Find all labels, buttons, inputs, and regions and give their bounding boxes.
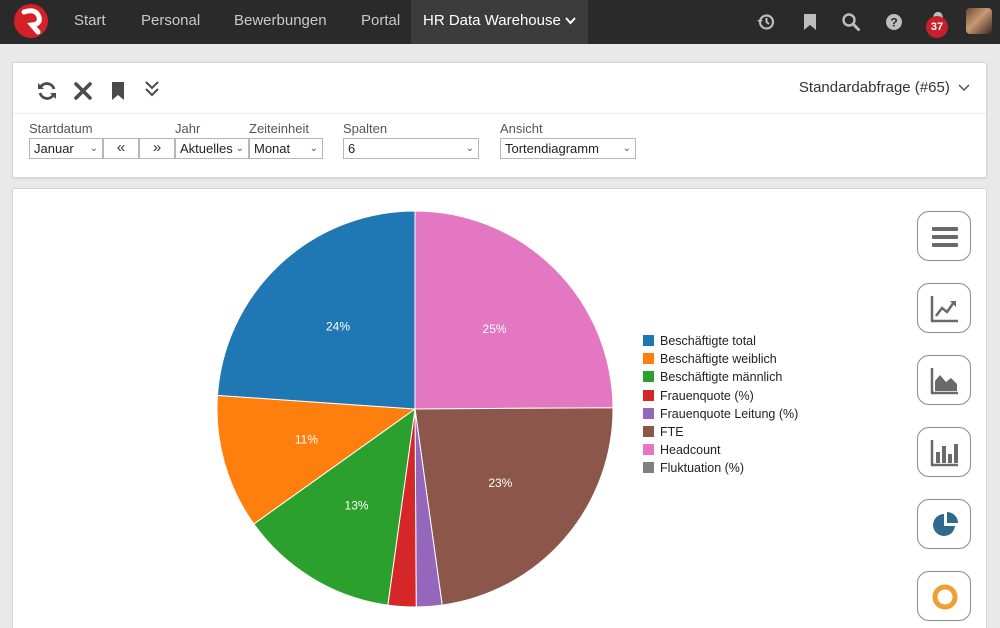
help-icon[interactable]: ?: [884, 12, 904, 32]
legend-swatch: [643, 407, 654, 419]
jahr-select[interactable]: Aktuelles ⌄: [175, 138, 249, 159]
startdatum-value: Januar: [34, 141, 74, 156]
legend-label: Fluktuation (%): [660, 461, 745, 476]
legend-swatch: [643, 444, 654, 456]
spalten-label: Spalten: [343, 121, 388, 136]
spalten-select[interactable]: 6 ⌄: [343, 138, 479, 159]
pie-slice[interactable]: [216, 394, 417, 525]
pie-slice-label: 25%: [483, 322, 507, 336]
divider: [13, 113, 986, 114]
ansicht-value: Tortendiagramm: [505, 141, 599, 156]
nav-hr-data-warehouse[interactable]: HR Data Warehouse: [411, 0, 588, 44]
legend-item[interactable]: Beschäftigte männlich: [643, 368, 798, 386]
nav-bewerbungen[interactable]: Bewerbungen: [234, 12, 327, 29]
donut-chart-button[interactable]: [917, 571, 971, 621]
refresh-icon[interactable]: [35, 79, 59, 103]
pie-slice[interactable]: [414, 210, 614, 410]
legend-swatch: [643, 371, 654, 383]
chevron-down-icon: ⌄: [465, 143, 474, 154]
query-title-dropdown[interactable]: Standardabfrage (#65): [799, 79, 970, 96]
zeiteinheit-select[interactable]: Monat ⌄: [249, 138, 323, 159]
legend-label: Frauenquote (%): [660, 388, 754, 403]
chart-legend: Beschäftigte total Beschäftigte weiblich B…: [643, 332, 798, 478]
chevron-down-icon: ⌄: [235, 143, 244, 154]
query-title: Standardabfrage (#65): [798, 79, 950, 96]
pie-chart-icon: [933, 512, 958, 536]
jahr-label: Jahr: [175, 121, 201, 136]
line-chart-icon: [930, 296, 958, 323]
pie-slice[interactable]: [414, 407, 614, 606]
search-icon[interactable]: [841, 12, 861, 32]
pie-slice-label: 24%: [326, 319, 350, 333]
bookmark-icon[interactable]: [106, 79, 130, 103]
nav-portal[interactable]: Portal: [361, 12, 401, 29]
ansicht-label: Ansicht: [500, 121, 543, 136]
legend-label: Frauenquote Leitung (%): [660, 406, 799, 421]
zeiteinheit-value: Monat: [254, 141, 291, 156]
jahr-value: Aktuelles: [180, 141, 233, 156]
expand-icon[interactable]: [140, 77, 164, 101]
table-view-button[interactable]: [917, 211, 971, 261]
bar-chart-icon: [930, 440, 958, 467]
pie-chart: 25% 23% 13% 11% 24%: [216, 210, 614, 608]
table-view-icon: [932, 227, 958, 247]
chevron-down-icon: ⌄: [89, 143, 98, 154]
app-logo[interactable]: [14, 4, 48, 38]
startdatum-label: Startdatum: [29, 121, 93, 136]
pie-chart-button[interactable]: [917, 499, 971, 549]
svg-text:?: ?: [890, 16, 897, 30]
query-panel: Standardabfrage (#65) Startdatum Januar ⌄…: [12, 62, 987, 178]
legend-label: Beschäftigte weiblich: [660, 352, 777, 367]
bar-chart-button[interactable]: [917, 427, 971, 477]
legend-swatch: [643, 335, 654, 346]
legend-swatch: [643, 425, 654, 437]
nav-active-label: HR Data Warehouse: [423, 12, 561, 29]
chevron-down-icon: ⌄: [309, 143, 318, 154]
legend-item[interactable]: Beschäftigte total: [643, 332, 798, 350]
nav-start[interactable]: Start: [74, 12, 106, 29]
area-chart-button[interactable]: [917, 355, 971, 405]
legend-item[interactable]: FTE: [643, 423, 798, 441]
pie-slice-label: 11%: [295, 433, 318, 447]
previous-button[interactable]: «: [103, 138, 139, 159]
close-icon[interactable]: [71, 79, 95, 103]
legend-swatch: [643, 389, 654, 401]
top-navigation: Start Personal Bewerbungen Portal HR Dat…: [0, 0, 1000, 44]
legend-swatch: [643, 353, 654, 365]
legend-label: FTE: [660, 424, 684, 439]
chart-panel: 25% 23% 13% 11% 24% Beschäftigte total Beschä…: [12, 188, 987, 628]
donut-chart-icon: [932, 584, 958, 610]
nav-personal[interactable]: Personal: [141, 12, 201, 29]
legend-item[interactable]: Frauenquote Leitung (%): [643, 405, 798, 423]
next-button[interactable]: »: [139, 138, 175, 159]
legend-label: Beschäftigte männlich: [660, 370, 783, 385]
chevron-down-icon: ⌄: [622, 143, 631, 154]
legend-swatch: [643, 462, 654, 474]
startdatum-select[interactable]: Januar ⌄: [29, 138, 103, 159]
pie-slice[interactable]: [216, 210, 416, 410]
legend-item[interactable]: Fluktuation (%): [643, 459, 798, 477]
line-chart-button[interactable]: [917, 283, 971, 333]
area-chart-icon: [930, 368, 958, 395]
legend-item[interactable]: Frauenquote (%): [643, 387, 798, 405]
chevron-down-icon: [565, 0, 576, 42]
pie-slice-label: 13%: [345, 499, 369, 513]
pie-slice-label: 23%: [488, 476, 512, 490]
legend-label: Headcount: [660, 443, 721, 458]
user-avatar[interactable]: [966, 8, 992, 34]
pie-slice[interactable]: [253, 407, 416, 606]
legend-label: Beschäftigte total: [660, 334, 756, 348]
bookmark-icon[interactable]: [800, 12, 820, 32]
notification-badge[interactable]: 37: [926, 16, 948, 38]
spalten-value: 6: [348, 141, 356, 156]
zeiteinheit-label: Zeiteinheit: [249, 121, 309, 136]
legend-item[interactable]: Beschäftigte weiblich: [643, 350, 798, 368]
ansicht-select[interactable]: Tortendiagramm ⌄: [500, 138, 636, 159]
legend-item[interactable]: Headcount: [643, 441, 798, 459]
history-icon[interactable]: [756, 12, 776, 32]
